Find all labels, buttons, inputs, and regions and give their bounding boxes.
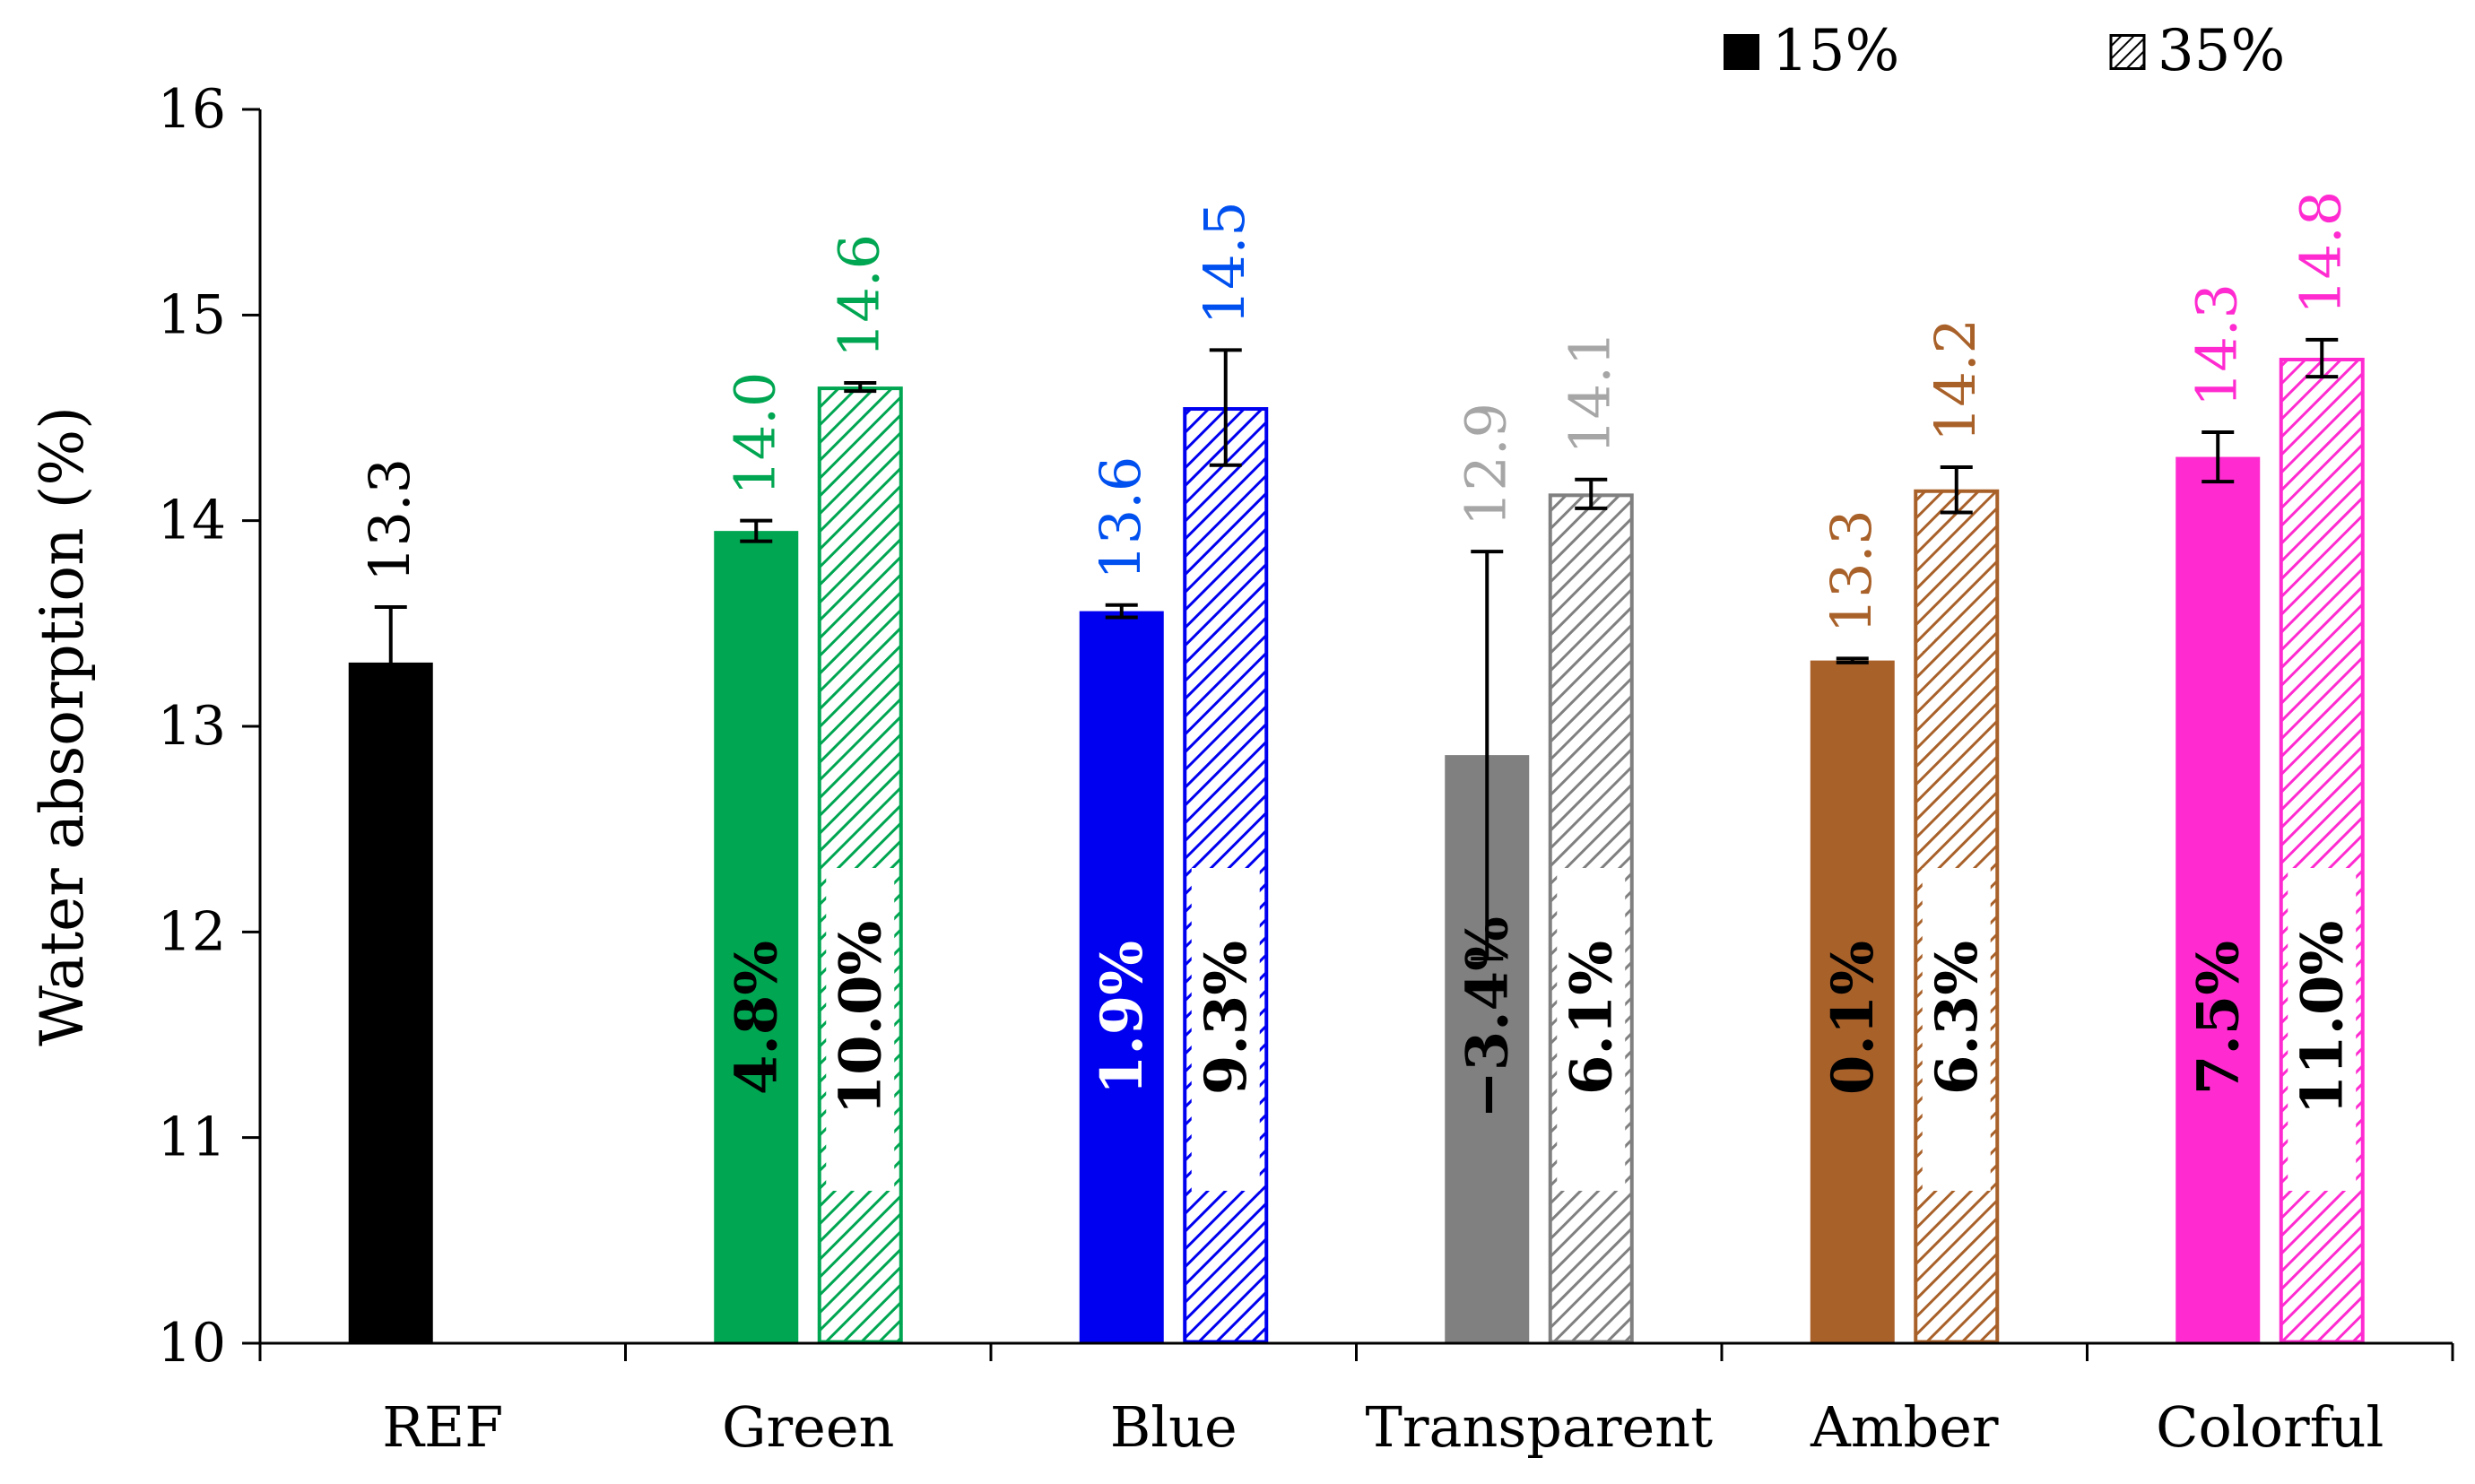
axes: 10 11 12 13 14 15 16 REF Green Blue Transparent Amb… xyxy=(28,78,2454,1460)
value-label: 14.1 xyxy=(1557,331,1622,455)
pct-change-label: 4.8% xyxy=(723,941,790,1095)
value-label: 13.3 xyxy=(357,458,422,582)
value-label: 14.8 xyxy=(2288,191,2353,315)
pct-label-background xyxy=(1557,868,1626,1191)
y-tick-label: 16 xyxy=(158,78,226,141)
pct-change-label: 9.3% xyxy=(1193,941,1260,1095)
pct-label-background xyxy=(826,868,895,1191)
bar-15-green xyxy=(714,531,799,1343)
x-tick-label: Green xyxy=(722,1394,894,1460)
value-label: 13.6 xyxy=(1088,456,1153,580)
value-label: 14.2 xyxy=(1923,318,1988,442)
legend-label-35: 35% xyxy=(2158,18,2285,84)
bar-35-colorful xyxy=(2279,357,2365,1344)
x-tick-label: REF xyxy=(382,1394,503,1460)
bar-15-blue xyxy=(1079,611,1164,1343)
bar-15-colorful xyxy=(2175,456,2261,1343)
x-tick-label: Transparent xyxy=(1365,1394,1713,1460)
legend-label-15: 15% xyxy=(1772,18,1899,84)
value-label: 14.3 xyxy=(2184,283,2249,407)
legend-swatch-35 xyxy=(2109,34,2146,70)
pct-label-background xyxy=(1191,868,1260,1191)
y-tick-label: 10 xyxy=(158,1312,226,1375)
pct-change-label: 10.0% xyxy=(827,921,894,1115)
pct-change-label: −3.4% xyxy=(1454,916,1521,1119)
y-tick-label: 11 xyxy=(158,1106,226,1169)
value-label: 14.5 xyxy=(1192,201,1257,325)
y-tick-label: 12 xyxy=(158,900,226,963)
pct-change-label: 7.5% xyxy=(2184,941,2252,1095)
legend-swatch-15 xyxy=(1724,34,1759,70)
value-label: 14.6 xyxy=(826,234,891,358)
pct-label-background xyxy=(1922,868,1991,1191)
bar-35-green xyxy=(817,386,903,1344)
pct-change-label: 1.9% xyxy=(1089,941,1156,1095)
x-tick-label: Amber xyxy=(1810,1394,1999,1460)
value-label: 13.3 xyxy=(1819,509,1884,633)
pct-label-background xyxy=(2288,868,2357,1191)
bars xyxy=(348,337,2365,1344)
legend: 15% 35% xyxy=(1724,18,2285,84)
y-tick-label: 14 xyxy=(158,490,226,552)
pct-change-label: 6.1% xyxy=(1558,941,1625,1095)
y-tick-label: 15 xyxy=(158,283,226,346)
pct-change-label: 0.1% xyxy=(1819,941,1887,1095)
labels: 13.3 14.0 4.8% 14.6 10.0% 13.6 1.9% 14.5 9.3% 12.… xyxy=(357,191,2357,1191)
value-label: 12.9 xyxy=(1453,403,1518,526)
y-axis-title: Water absorption (%) xyxy=(28,406,97,1046)
pct-change-label: 11.0% xyxy=(2288,921,2356,1115)
x-tick-label: Colorful xyxy=(2156,1394,2384,1460)
bar-15-amber xyxy=(1810,660,1895,1343)
value-label: 14.0 xyxy=(722,372,787,496)
y-tick-label: 13 xyxy=(158,695,226,758)
pct-change-label: 6.3% xyxy=(1924,941,1991,1095)
bar-15-ref xyxy=(348,662,433,1343)
x-tick-label: Blue xyxy=(1110,1394,1238,1460)
